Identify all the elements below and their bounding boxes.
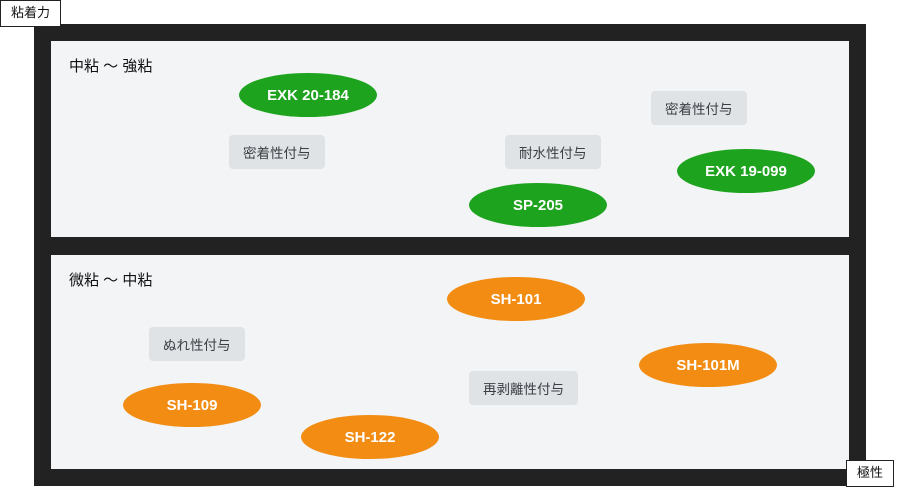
- product-exk20-184: EXK 20-184: [239, 73, 377, 117]
- product-sh-101: SH-101: [447, 277, 585, 321]
- product-exk19-099: EXK 19-099: [677, 149, 815, 193]
- property-tag: 再剥離性付与: [469, 371, 578, 405]
- panel-top: 中粘 ～ 強粘 EXK 20-184 密着性付与 密着性付与 耐水性付与 EXK…: [50, 40, 850, 238]
- product-sp-205: SP-205: [469, 183, 607, 227]
- panel-bottom: 微粘 ～ 中粘 SH-101 ぬれ性付与 SH-101M 再剥離性付与 SH-1…: [50, 254, 850, 470]
- product-sh-109: SH-109: [123, 383, 261, 427]
- property-tag: ぬれ性付与: [149, 327, 245, 361]
- product-sh-122: SH-122: [301, 415, 439, 459]
- diagram-frame: 中粘 ～ 強粘 EXK 20-184 密着性付与 密着性付与 耐水性付与 EXK…: [34, 24, 866, 486]
- property-tag: 密着性付与: [229, 135, 325, 169]
- axis-x-label: 極性: [846, 460, 894, 487]
- property-tag: 密着性付与: [651, 91, 747, 125]
- product-sh-101m: SH-101M: [639, 343, 777, 387]
- panel-top-title: 中粘 ～ 強粘: [69, 55, 152, 76]
- axis-y-label: 粘着力: [0, 0, 61, 27]
- property-tag: 耐水性付与: [505, 135, 601, 169]
- panel-bottom-title: 微粘 ～ 中粘: [69, 269, 152, 290]
